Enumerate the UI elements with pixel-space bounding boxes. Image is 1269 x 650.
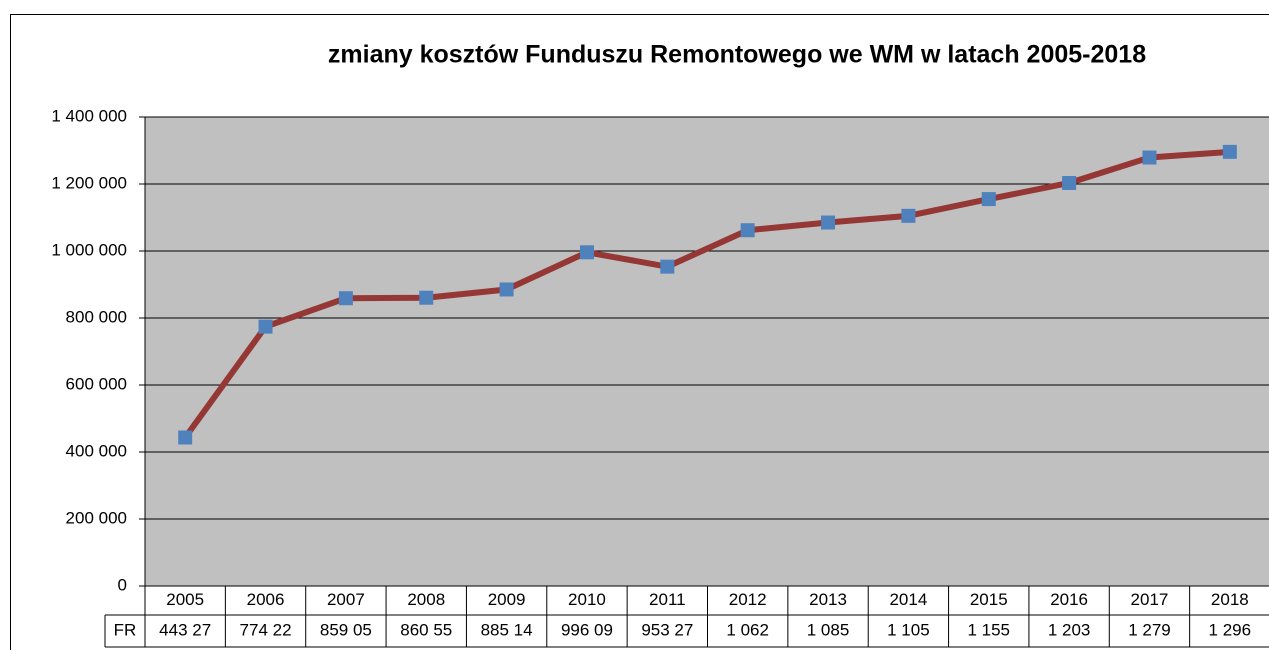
data-point [1142, 150, 1157, 165]
y-tick-label: 1 400 000 [51, 106, 127, 125]
table-value: 1 105 [887, 620, 930, 639]
table-value: 1 085 [807, 620, 850, 639]
table-value: 1 203 [1048, 620, 1091, 639]
data-point [1062, 175, 1077, 190]
x-tick-label: 2014 [889, 590, 927, 609]
plot-area [145, 117, 1269, 586]
series-line [182, 148, 1231, 440]
chart-title: zmiany kosztów Funduszu Remontowego we W… [328, 41, 1146, 69]
data-point [579, 245, 594, 260]
data-point [981, 192, 996, 207]
y-tick-label: 0 [118, 575, 127, 594]
x-tick-label: 2011 [649, 590, 686, 609]
table-value: 1 279 [1128, 620, 1171, 639]
y-tick-label: 200 000 [66, 508, 127, 527]
data-point [419, 290, 434, 305]
x-tick-label: 2013 [809, 590, 847, 609]
x-tick-label: 2007 [327, 590, 365, 609]
table-value: 885 14 [481, 620, 533, 639]
data-point [338, 291, 353, 306]
x-tick-label: 2009 [488, 590, 526, 609]
x-tick-label: 2005 [166, 590, 204, 609]
data-point [258, 319, 273, 334]
y-tick-label: 600 000 [66, 374, 127, 393]
legend-label: FR [114, 620, 137, 639]
table-value: 1 296 [1209, 620, 1252, 639]
data-point [901, 208, 916, 223]
x-tick-label: 2012 [729, 590, 767, 609]
x-tick-label: 2017 [1131, 590, 1169, 609]
y-tick-label: 400 000 [66, 441, 127, 460]
x-tick-label: 2015 [970, 590, 1008, 609]
table-value: 443 27 [159, 620, 211, 639]
y-tick-label: 1 200 000 [51, 173, 127, 192]
data-point [740, 223, 755, 238]
x-tick-label: 2008 [407, 590, 445, 609]
table-value: 774 22 [240, 620, 292, 639]
table-value: 996 09 [561, 620, 613, 639]
data-point [499, 282, 514, 297]
y-tick-label: 1 000 000 [51, 240, 127, 259]
x-tick-label: 2010 [568, 590, 606, 609]
table-value: 860 55 [400, 620, 452, 639]
table-value: 1 062 [726, 620, 769, 639]
x-tick-label: 2006 [247, 590, 285, 609]
data-point [821, 215, 836, 230]
table-value: 859 05 [320, 620, 372, 639]
y-tick-label: 800 000 [66, 307, 127, 326]
data-point [660, 259, 675, 274]
data-point [178, 430, 193, 445]
x-tick-label: 2016 [1050, 590, 1088, 609]
table-value: 1 155 [967, 620, 1010, 639]
table-value: 953 27 [641, 620, 693, 639]
data-point [1222, 144, 1237, 159]
x-tick-label: 2018 [1211, 590, 1249, 609]
